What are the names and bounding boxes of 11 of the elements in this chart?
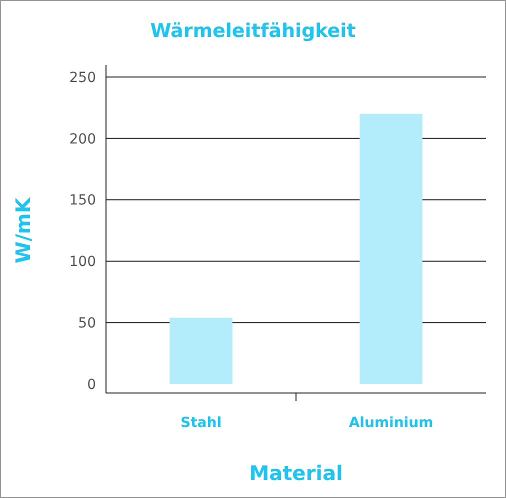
chart-title: Wärmeleitfähigkeit [150, 20, 356, 42]
y-tick-label: 0 [87, 376, 96, 393]
y-axis-title: W/mK [11, 196, 35, 264]
y-tick-label: 250 [69, 70, 96, 86]
y-tick-label: 150 [69, 192, 96, 209]
y-tick-label: 50 [78, 316, 96, 332]
x-axis-title: Material [249, 461, 343, 485]
x-tick-label: Aluminium [348, 415, 434, 431]
x-tick-label: Stahl [180, 415, 222, 431]
y-tick-label: 200 [69, 131, 96, 148]
y-tick-label: 100 [69, 254, 96, 270]
